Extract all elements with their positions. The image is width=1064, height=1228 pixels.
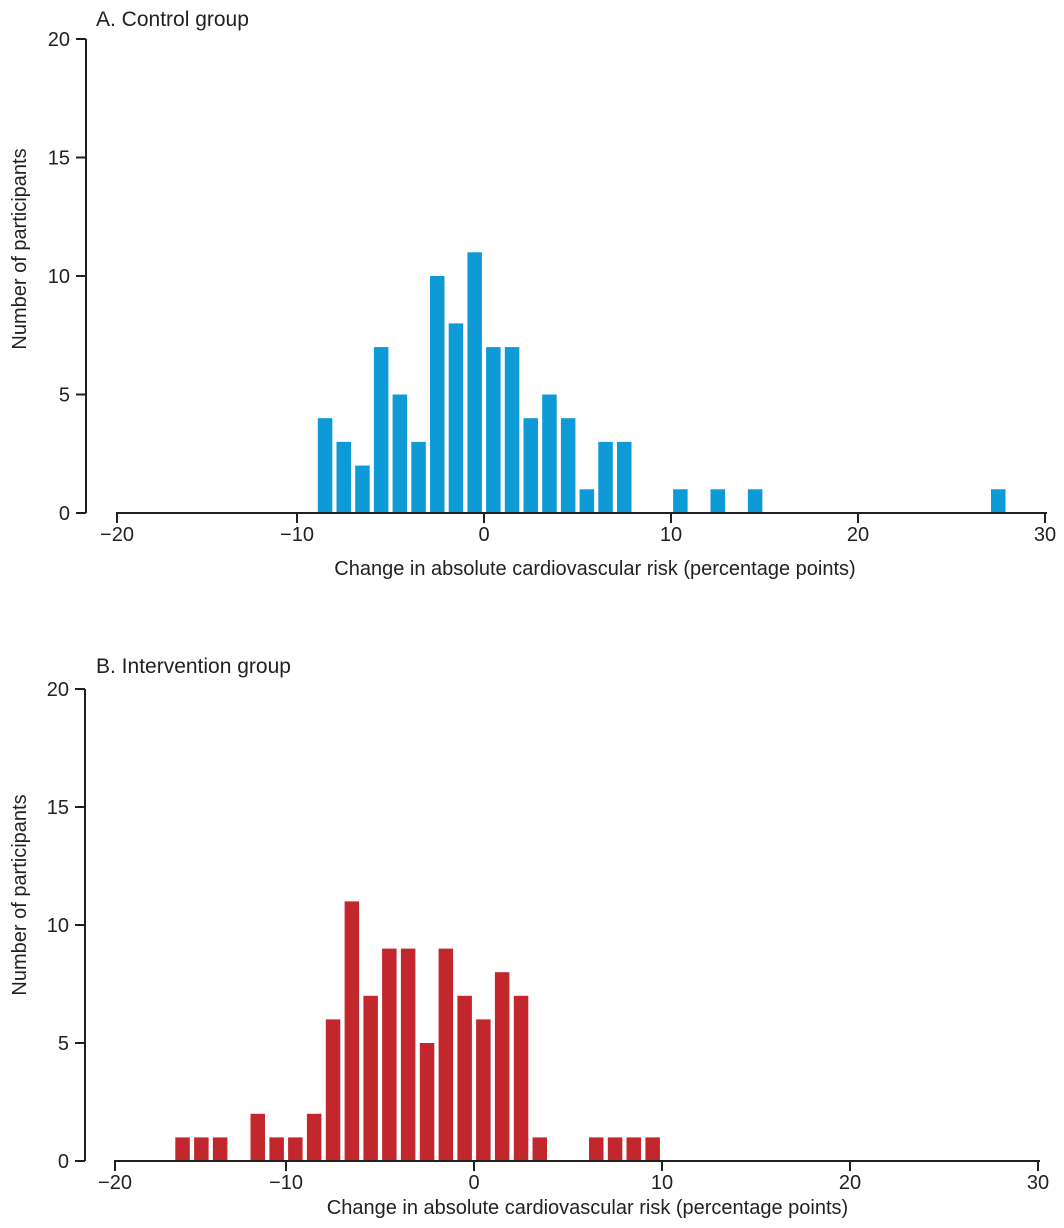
histogram-bar	[194, 1137, 209, 1161]
histogram-bar	[430, 276, 445, 513]
control-group-histogram: 0 5 10 15 20 −20 −10 0 10 20 30	[48, 29, 1056, 546]
histogram-bar	[457, 995, 472, 1161]
x-tick-label: 0	[478, 524, 489, 546]
histogram-bar	[373, 347, 389, 513]
histogram-bar	[438, 948, 454, 1161]
histogram-bar	[560, 418, 576, 513]
panel-b-intervention-group: 0 5 10 15 20 −20 −10 0 10 20 30 B. Intervention gr…	[0, 618, 1064, 1228]
y-tick-label: 10	[47, 915, 69, 937]
histogram-bar	[250, 1113, 265, 1161]
y-tick-label: 5	[59, 385, 70, 407]
histogram-bar	[448, 323, 464, 513]
histogram-bar	[382, 948, 397, 1161]
histogram-bar	[607, 1137, 623, 1161]
histogram-bar	[579, 489, 595, 513]
histogram-bar	[306, 1113, 322, 1161]
histogram-bar	[673, 489, 688, 513]
histogram-bar	[336, 441, 351, 513]
histogram-bar	[400, 948, 416, 1161]
histogram-bar	[476, 1019, 491, 1161]
histogram-bar	[747, 489, 763, 513]
histogram-bar	[363, 995, 378, 1161]
histogram-bar	[212, 1137, 228, 1161]
histogram-bar	[991, 489, 1006, 513]
x-tick-label: 20	[839, 1172, 861, 1194]
panel-b-x-axis-label: Change in absolute cardiovascular risk (…	[326, 1197, 849, 1219]
y-tick-label: 20	[47, 679, 69, 701]
histogram-bar	[513, 995, 529, 1161]
histogram-bar	[589, 1137, 604, 1161]
x-tick-label: 10	[651, 1172, 673, 1194]
histogram-bar	[710, 489, 725, 513]
x-tick-label: 30	[1027, 1172, 1049, 1194]
y-tick-label: 5	[58, 1033, 69, 1055]
histogram-bar	[617, 441, 632, 513]
panel-a-y-axis-label: Number of participants	[9, 148, 31, 350]
histogram-bar	[317, 418, 333, 513]
histogram-bar	[355, 465, 370, 513]
histogram-bar	[288, 1137, 303, 1161]
histogram-bar	[411, 441, 426, 513]
histogram-bar	[269, 1137, 284, 1161]
x-tick-label: 30	[1034, 524, 1056, 546]
histogram-bar	[392, 394, 408, 513]
histogram-bar	[344, 901, 360, 1161]
histogram-bar	[494, 972, 510, 1161]
histogram-bar	[325, 1019, 341, 1161]
panel-a-title: A. Control group	[96, 8, 249, 31]
histogram-bar	[486, 347, 501, 513]
histogram-bar	[175, 1137, 190, 1161]
histogram-bar	[532, 1137, 547, 1161]
x-tick-label: 20	[847, 524, 869, 546]
x-tick-label: −20	[100, 524, 134, 546]
y-tick-label: 0	[58, 1151, 69, 1173]
x-tick-label: −10	[269, 1172, 303, 1194]
intervention-group-histogram: 0 5 10 15 20 −20 −10 0 10 20 30	[47, 679, 1049, 1194]
panel-a-control-group: 0 5 10 15 20 −20 −10 0 10 20 30 A. Control group N…	[9, 8, 1056, 580]
y-tick-label: 0	[59, 503, 70, 525]
x-tick-label: 10	[660, 524, 682, 546]
histogram-bar	[504, 347, 520, 513]
histogram-bar	[467, 252, 482, 514]
histogram-bar	[419, 1043, 435, 1161]
panel-b-title: B. Intervention group	[96, 655, 291, 678]
histogram-bar	[598, 441, 613, 513]
y-tick-label: 15	[47, 797, 69, 819]
panel-a-x-axis-label: Change in absolute cardiovascular risk (…	[334, 558, 856, 580]
y-tick-label: 10	[48, 266, 70, 288]
x-tick-label: −20	[98, 1172, 132, 1194]
histogram-bar	[626, 1137, 641, 1161]
histogram-bar	[542, 394, 557, 513]
histogram-bar	[645, 1137, 660, 1161]
histogram-bar	[523, 418, 538, 513]
y-tick-label: 20	[48, 29, 70, 51]
y-tick-label: 15	[48, 148, 70, 170]
x-tick-label: 0	[468, 1172, 479, 1194]
panel-b-y-axis-label: Number of participants	[9, 794, 31, 996]
x-tick-label: −10	[280, 524, 314, 546]
